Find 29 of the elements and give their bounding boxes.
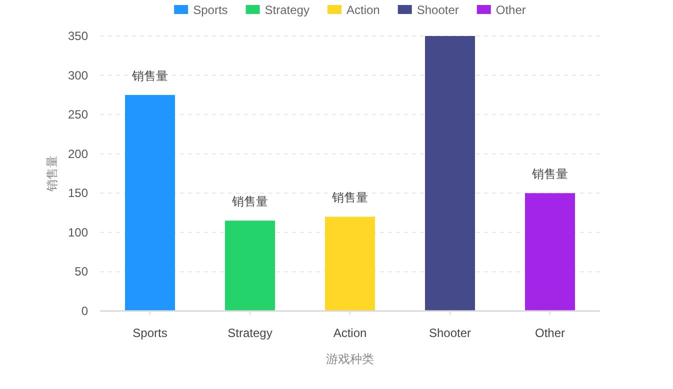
x-tick-label: Action	[333, 326, 367, 340]
x-tick-label: Sports	[132, 326, 168, 340]
data-label: 销售量	[531, 167, 568, 182]
y-tick-label: 50	[74, 264, 88, 279]
y-tick-label: 300	[68, 68, 88, 82]
data-label: 销售量	[331, 190, 368, 205]
y-tick-label: 150	[68, 186, 88, 200]
y-axis-title: 销售量	[45, 156, 59, 192]
data-label: 销售量	[131, 68, 168, 83]
legend-label: Action	[346, 3, 380, 17]
y-tick-label: 350	[68, 29, 88, 43]
x-tick-label: Other	[534, 326, 566, 340]
y-tick-label: 200	[68, 146, 88, 161]
data-label: 销售量	[231, 194, 268, 209]
legend-label: Sports	[193, 3, 228, 17]
legend-label: Other	[496, 3, 526, 17]
x-axis-title: 游戏种类	[326, 352, 374, 366]
x-tick-label: Strategy	[228, 326, 272, 340]
legend-label: Shooter	[416, 3, 459, 17]
legend-item: Action	[328, 3, 380, 17]
x-tick-label: Shooter	[428, 326, 472, 340]
legend-label: Strategy	[264, 3, 310, 17]
legend-item: Other	[476, 3, 526, 17]
y-tick-label: 250	[68, 108, 88, 122]
legend-item: Shooter	[398, 3, 459, 17]
legend-item: Strategy	[246, 3, 310, 17]
y-tick-label: 0	[81, 304, 88, 318]
legend-item: Sports	[174, 3, 228, 17]
y-tick-label: 100	[68, 225, 88, 240]
